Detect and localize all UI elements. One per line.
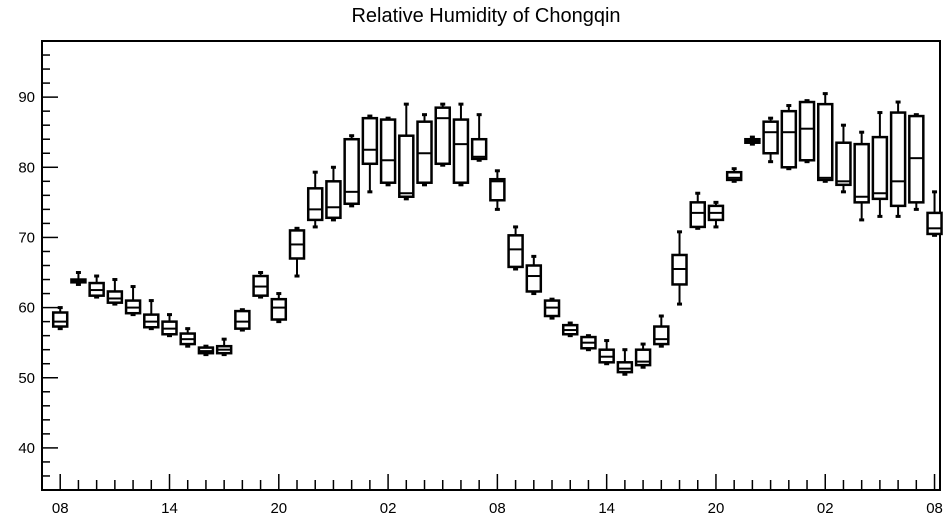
box-iqr [398, 134, 415, 198]
box-iqr [689, 201, 706, 229]
box-iqr [853, 142, 870, 204]
x-tick-label: 20 [270, 500, 287, 517]
box-iqr [908, 114, 925, 204]
x-tick-label: 08 [489, 500, 506, 517]
y-tick-label: 50 [18, 370, 35, 387]
box-iqr [470, 137, 488, 161]
box-iqr [780, 109, 798, 169]
y-tick-label: 70 [18, 229, 35, 246]
y-tick-label: 60 [18, 300, 35, 317]
box-iqr [106, 290, 124, 304]
x-tick-label: 14 [161, 500, 178, 517]
box-iqr [725, 170, 743, 182]
box-iqr [51, 311, 69, 328]
box-iqr [616, 361, 634, 374]
box-iqr [889, 111, 907, 208]
box-iqr [234, 309, 251, 330]
x-tick-label: 08 [52, 500, 69, 517]
plot-area: 40 50 60 70 80 90 08 14 20 02 08 14 20 02 08 [18, 40, 943, 517]
chart-title: Relative Humidity of Chongqin [351, 5, 620, 27]
box-iqr [434, 106, 451, 166]
box-iqr [361, 116, 379, 166]
x-tick-label: 14 [598, 500, 615, 517]
box-iqr [379, 118, 397, 184]
box-iqr [871, 135, 889, 201]
x-tick-label: 08 [926, 500, 943, 517]
box-iqr [489, 177, 506, 202]
y-tick-label: 90 [18, 89, 35, 106]
box-iqr [270, 297, 288, 321]
y-tick-label: 80 [18, 159, 35, 176]
box-iqr [762, 120, 779, 155]
box-iqr [325, 180, 342, 220]
box-iqr [452, 118, 470, 184]
box-iqr [926, 211, 943, 236]
x-tick-label: 20 [708, 500, 725, 517]
box-iqr [525, 264, 543, 293]
box-iqr [416, 120, 433, 184]
box-iqr [343, 137, 360, 206]
box-iqr [816, 102, 834, 182]
box-iqr [507, 234, 524, 269]
box-iqr [634, 348, 652, 367]
y-tick-label: 40 [18, 440, 35, 457]
x-tick-label: 02 [380, 500, 397, 517]
box-iqr [798, 100, 816, 162]
box-iqr [653, 325, 670, 346]
box-iqr [306, 187, 324, 222]
x-tick-label: 02 [817, 500, 834, 517]
box-iqr [835, 141, 852, 187]
